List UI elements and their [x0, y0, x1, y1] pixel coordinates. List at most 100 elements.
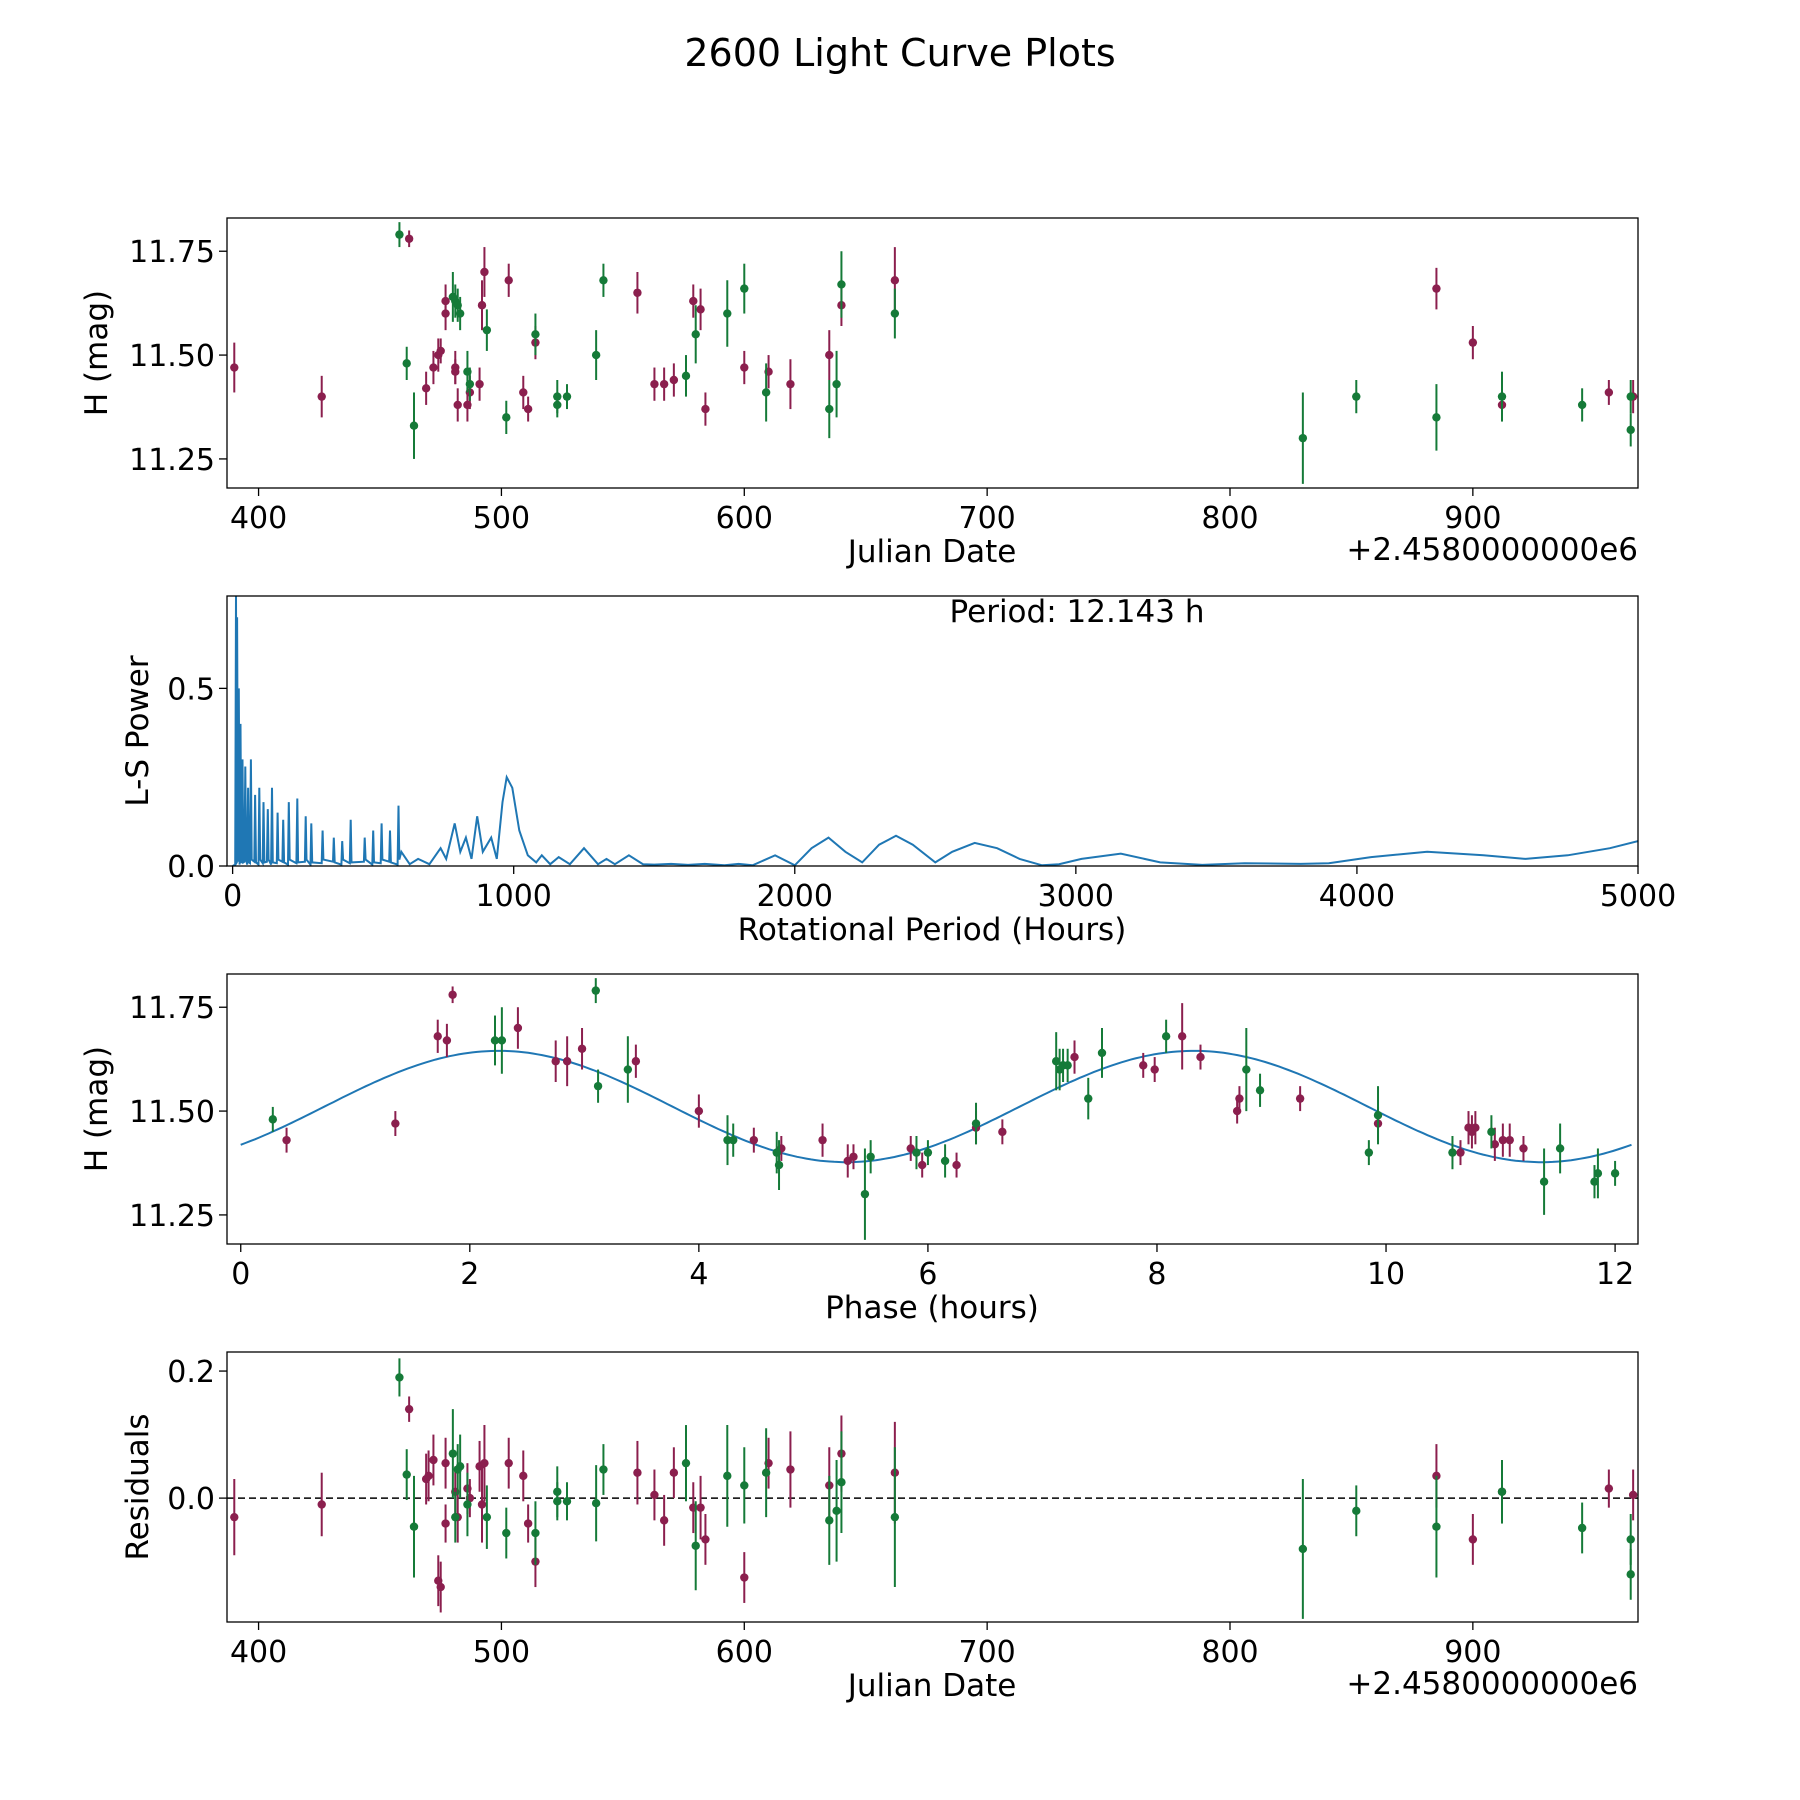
- residuals-data-point: [429, 1455, 438, 1465]
- phased-data-point: [1610, 1169, 1620, 1178]
- residuals-data-point: [230, 1512, 239, 1522]
- periodogram-line: [232, 596, 1638, 866]
- residuals-data-point: [1298, 1544, 1308, 1554]
- phased-data-point: [849, 1152, 858, 1161]
- phased-data-point: [1539, 1177, 1549, 1186]
- lightcurve-data-point: [1468, 338, 1478, 347]
- residuals-data-point: [553, 1497, 562, 1506]
- lightcurve-data-point: [890, 276, 900, 285]
- lightcurve-data-point: [523, 404, 533, 414]
- periodogram-xtick-label: 4000: [1319, 879, 1395, 914]
- residuals-xtick-label: 800: [1201, 1635, 1258, 1670]
- phased-data-point: [391, 1119, 400, 1128]
- lightcurve-panel: 400 500 600 700 800 900 11.25 11.50 11.75 Julian…: [79, 217, 1639, 570]
- lightcurve-data-point: [502, 413, 511, 422]
- figure-title: 2600 Light Curve Plots: [684, 31, 1115, 75]
- residuals-data-point: [482, 1512, 492, 1522]
- lightcurve-data-point: [825, 350, 834, 360]
- phased-data-point: [998, 1127, 1007, 1137]
- residuals-data-point: [1626, 1570, 1635, 1579]
- phased-ytick-label: 11.75: [129, 991, 215, 1026]
- residuals-ylabel: Residuals: [120, 1413, 156, 1560]
- residuals-data-point: [477, 1500, 487, 1509]
- phased-data-point: [1196, 1052, 1205, 1062]
- residuals-data-point: [531, 1528, 540, 1538]
- lightcurve-data-point: [740, 363, 749, 372]
- lightcurve-data-point: [740, 284, 749, 293]
- lightcurve-ytick-label: 11.75: [129, 235, 215, 270]
- residuals-data-point: [633, 1468, 642, 1477]
- phased-data-point: [433, 1032, 442, 1041]
- lightcurve-ytick-label: 11.25: [129, 443, 215, 478]
- lightcurve-plot-area: [230, 222, 1638, 484]
- lightcurve-data-point: [723, 309, 732, 318]
- residuals-data-point: [740, 1573, 749, 1582]
- phased-data-point: [448, 990, 457, 999]
- lightcurve-data-point: [786, 379, 795, 389]
- periodogram-xtick-label: 5000: [1600, 879, 1676, 914]
- lightcurve-ylabel: H (mag): [79, 290, 115, 416]
- phased-xtick-label: 12: [1596, 1257, 1634, 1292]
- residuals-xtick-label: 400: [230, 1635, 287, 1670]
- phased-data-point: [282, 1135, 291, 1145]
- phased-data-point: [1373, 1111, 1383, 1120]
- phased-data-point: [513, 1023, 523, 1033]
- phased-xtick-label: 2: [460, 1257, 479, 1292]
- phased-data-point: [774, 1160, 784, 1170]
- period-annotation: Period: 12.143 h: [950, 594, 1205, 630]
- phased-data-point: [1487, 1127, 1496, 1137]
- residuals-data-point: [402, 1470, 411, 1479]
- lightcurve-data-point: [477, 301, 487, 310]
- residuals-data-point: [1432, 1522, 1441, 1531]
- residuals-data-point: [424, 1471, 433, 1481]
- periodogram-frame: [226, 595, 1639, 867]
- phased-data-point: [1235, 1094, 1244, 1103]
- lightcurve-data-point: [451, 367, 460, 376]
- phased-data-point: [1242, 1065, 1251, 1074]
- lightcurve-data-point: [825, 404, 834, 414]
- residuals-data-point: [1628, 1490, 1638, 1500]
- residuals-data-point: [691, 1541, 700, 1550]
- lightcurve-data-point: [832, 379, 841, 389]
- periodogram-plot-area: [232, 596, 1638, 866]
- phased-data-point: [623, 1065, 633, 1074]
- lightcurve-data-point: [480, 267, 489, 277]
- phased-data-point: [551, 1057, 560, 1066]
- phased-data-point: [1295, 1094, 1305, 1103]
- residuals-data-point: [395, 1373, 404, 1382]
- residuals-data-point: [441, 1519, 450, 1528]
- residuals-xtick-label: 500: [473, 1635, 530, 1670]
- phased-xtick-label: 6: [918, 1257, 937, 1292]
- lightcurve-data-point: [429, 363, 438, 372]
- lightcurve-data-point: [1298, 433, 1308, 443]
- residuals-data-point: [519, 1471, 528, 1481]
- residuals-data-point: [1352, 1506, 1361, 1516]
- phased-data-point: [1139, 1061, 1148, 1070]
- residuals-panel: 400 500 600 700 800 900 0.0 0.2 Julian Date Res…: [120, 1351, 1639, 1704]
- lightcurve-data-point: [1432, 413, 1441, 422]
- phased-data-point: [1161, 1032, 1171, 1041]
- residuals-data-point: [409, 1522, 419, 1531]
- lightcurve-data-point: [421, 384, 431, 393]
- phased-data-point: [860, 1189, 870, 1199]
- periodogram-marks: [232, 596, 1638, 866]
- residuals-data-point: [659, 1516, 669, 1525]
- phased-data-point: [923, 1148, 933, 1157]
- phased-data-point: [1097, 1048, 1107, 1058]
- lightcurve-data-point: [1604, 388, 1614, 397]
- residuals-data-point: [317, 1500, 326, 1509]
- lightcurve-x-offset: +2.4580000000e6: [1346, 532, 1638, 568]
- phased-data-point: [1593, 1169, 1603, 1178]
- residuals-frame: [226, 1351, 1639, 1623]
- lightcurve-data-point: [659, 379, 669, 389]
- lightcurve-xtick-label: 400: [230, 501, 287, 536]
- phased-data-point: [593, 1081, 603, 1091]
- phased-panel: 0 2 4 6 8 10 12 11.25 11.50 11.75 Phase (hours) H…: [79, 973, 1639, 1326]
- residuals-ytick-label: 0.2: [167, 1355, 215, 1390]
- residuals-data-point: [761, 1468, 771, 1477]
- phased-xtick-label: 0: [231, 1257, 250, 1292]
- phased-data-point: [866, 1152, 875, 1161]
- residuals-data-point: [1604, 1484, 1614, 1493]
- phased-ylabel: H (mag): [79, 1046, 115, 1172]
- phased-data-point: [694, 1106, 704, 1116]
